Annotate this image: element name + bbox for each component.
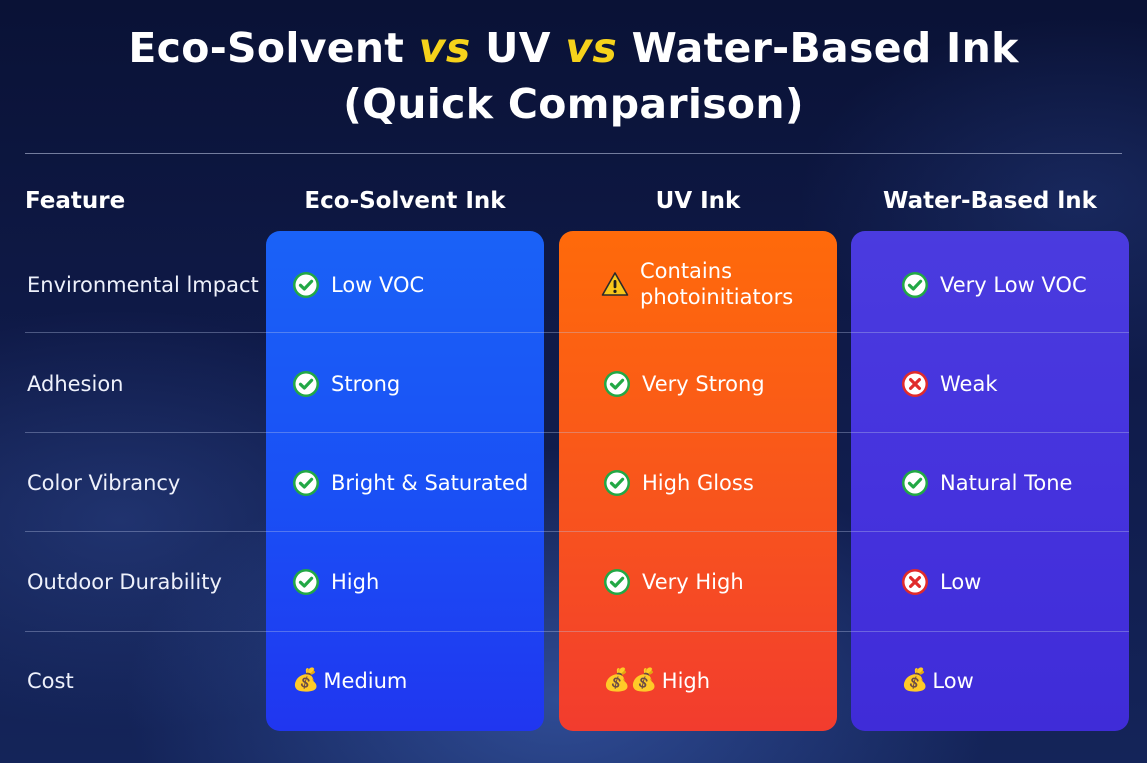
- warning-icon: [601, 270, 629, 298]
- cell-eco-environmental-impact: Low VOC: [292, 270, 424, 300]
- cell-uv-outdoor-durability: Very High: [603, 567, 744, 597]
- money-bag-icon: 💰: [901, 668, 929, 693]
- check-icon: [292, 370, 320, 398]
- cell-text: Medium: [323, 669, 408, 693]
- title-part-eco: Eco-Solvent: [128, 24, 419, 72]
- money-bag-icon: 💰: [292, 668, 320, 693]
- header-feature: Feature: [25, 188, 126, 214]
- row-divider: [25, 332, 1129, 333]
- cell-water-outdoor-durability: Low: [901, 567, 981, 597]
- cell-eco-outdoor-durability: High: [292, 567, 379, 597]
- cell-water-color-vibrancy: Natural Tone: [901, 468, 1072, 498]
- cell-text: Low VOC: [331, 273, 425, 297]
- title-part-uv: UV: [470, 24, 566, 72]
- title-subtitle: (Quick Comparison): [343, 80, 804, 128]
- check-icon: [603, 469, 631, 497]
- header-water-based: Water-Based lnk: [883, 188, 1097, 214]
- row-divider: [25, 531, 1129, 532]
- money-bag-icon: 💰💰: [603, 668, 658, 693]
- cell-eco-adhesion: Strong: [292, 369, 400, 399]
- cell-text: High Gloss: [642, 471, 754, 495]
- cell-text-line1: Contains: [640, 259, 733, 283]
- check-icon: [603, 370, 631, 398]
- title-vs: vs: [565, 24, 618, 72]
- cell-text: Low: [932, 669, 974, 693]
- page-title: Eco-Solvent vs UV vs Water-Based Ink (Qu…: [0, 20, 1147, 132]
- water-based-column-card: [851, 231, 1129, 731]
- check-icon: [901, 271, 929, 299]
- feature-label-color-vibrancy: Color Vibrancy: [27, 471, 181, 495]
- cell-text: Very Strong: [642, 372, 765, 396]
- cell-uv-environmental-impact: Contains photoinitiators: [601, 256, 793, 312]
- cell-uv-cost: 💰💰 High: [603, 666, 710, 696]
- row-divider: [25, 631, 1129, 632]
- header-uv: UV Ink: [655, 188, 741, 214]
- cell-uv-adhesion: Very Strong: [603, 369, 765, 399]
- title-part-water: Water-Based Ink: [617, 24, 1019, 72]
- cell-text: Bright & Saturated: [331, 471, 529, 495]
- cell-water-adhesion: Weak: [901, 369, 997, 399]
- feature-label-environmental-impact: Environmental lmpact: [27, 273, 259, 297]
- cell-uv-color-vibrancy: High Gloss: [603, 468, 754, 498]
- cell-text: High: [331, 570, 380, 594]
- cell-text: Very Low VOC: [940, 273, 1087, 297]
- cell-text: Natural Tone: [940, 471, 1073, 495]
- feature-label-outdoor-durability: Outdoor Durability: [27, 570, 222, 594]
- row-divider: [25, 432, 1129, 433]
- cell-water-environmental-impact: Very Low VOC: [901, 270, 1087, 300]
- check-icon: [292, 271, 320, 299]
- cell-text: Very High: [642, 570, 744, 594]
- check-icon: [901, 469, 929, 497]
- cell-text: High: [661, 669, 711, 693]
- feature-label-adhesion: Adhesion: [27, 372, 124, 396]
- check-icon: [292, 469, 320, 497]
- cell-water-cost: 💰 Low: [901, 666, 974, 696]
- cross-icon: [901, 568, 929, 596]
- title-divider: [25, 153, 1122, 154]
- header-eco-solvent: Eco-Solvent Ink: [304, 188, 506, 214]
- cell-text-line2: photoinitiators: [640, 285, 794, 309]
- title-vs: vs: [418, 24, 471, 72]
- feature-label-cost: Cost: [27, 669, 74, 693]
- cross-icon: [901, 370, 929, 398]
- cell-text: Low: [940, 570, 982, 594]
- cell-eco-color-vibrancy: Bright & Saturated: [292, 468, 528, 498]
- cell-eco-cost: 💰 Medium: [292, 666, 407, 696]
- cell-text: Strong: [331, 372, 401, 396]
- cell-text: Weak: [940, 372, 998, 396]
- check-icon: [292, 568, 320, 596]
- check-icon: [603, 568, 631, 596]
